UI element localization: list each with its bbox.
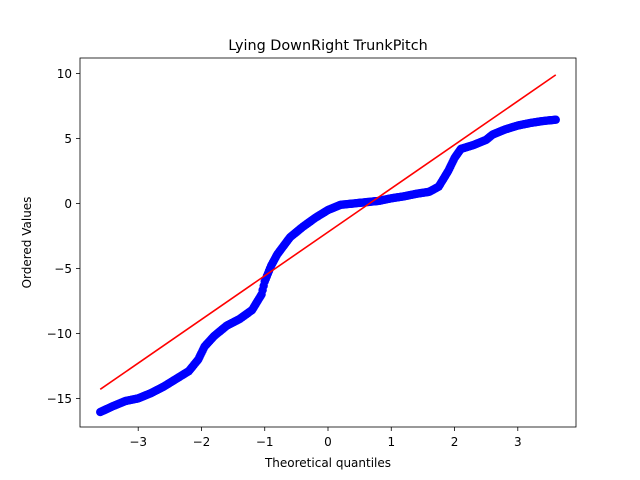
x-tick-label: 2 [451, 435, 459, 449]
fit-line [99, 74, 557, 390]
data-point-432 [551, 115, 560, 124]
y-tick-label: −10 [47, 327, 72, 341]
y-axis: −15 −10 −5 0 5 10 [47, 67, 80, 406]
x-axis-label: Theoretical quantiles [264, 456, 391, 470]
x-axis: −3 −2 −1 0 1 2 3 [129, 427, 522, 449]
y-tick-label: −15 [47, 392, 72, 406]
x-tick-label: 0 [324, 435, 332, 449]
y-tick-label: −5 [54, 262, 72, 276]
y-tick-label: 10 [57, 67, 72, 81]
x-tick-label: −3 [129, 435, 147, 449]
y-tick-label: 0 [64, 197, 72, 211]
x-tick-label: 1 [387, 435, 395, 449]
x-tick-label: −2 [193, 435, 211, 449]
x-tick-label: −1 [256, 435, 274, 449]
y-axis-label: Ordered Values [20, 197, 34, 289]
x-tick-label: 3 [514, 435, 522, 449]
chart-title: Lying DownRight TrunkPitch [228, 38, 428, 54]
data-marks [96, 74, 560, 417]
y-tick-label: 5 [64, 132, 72, 146]
